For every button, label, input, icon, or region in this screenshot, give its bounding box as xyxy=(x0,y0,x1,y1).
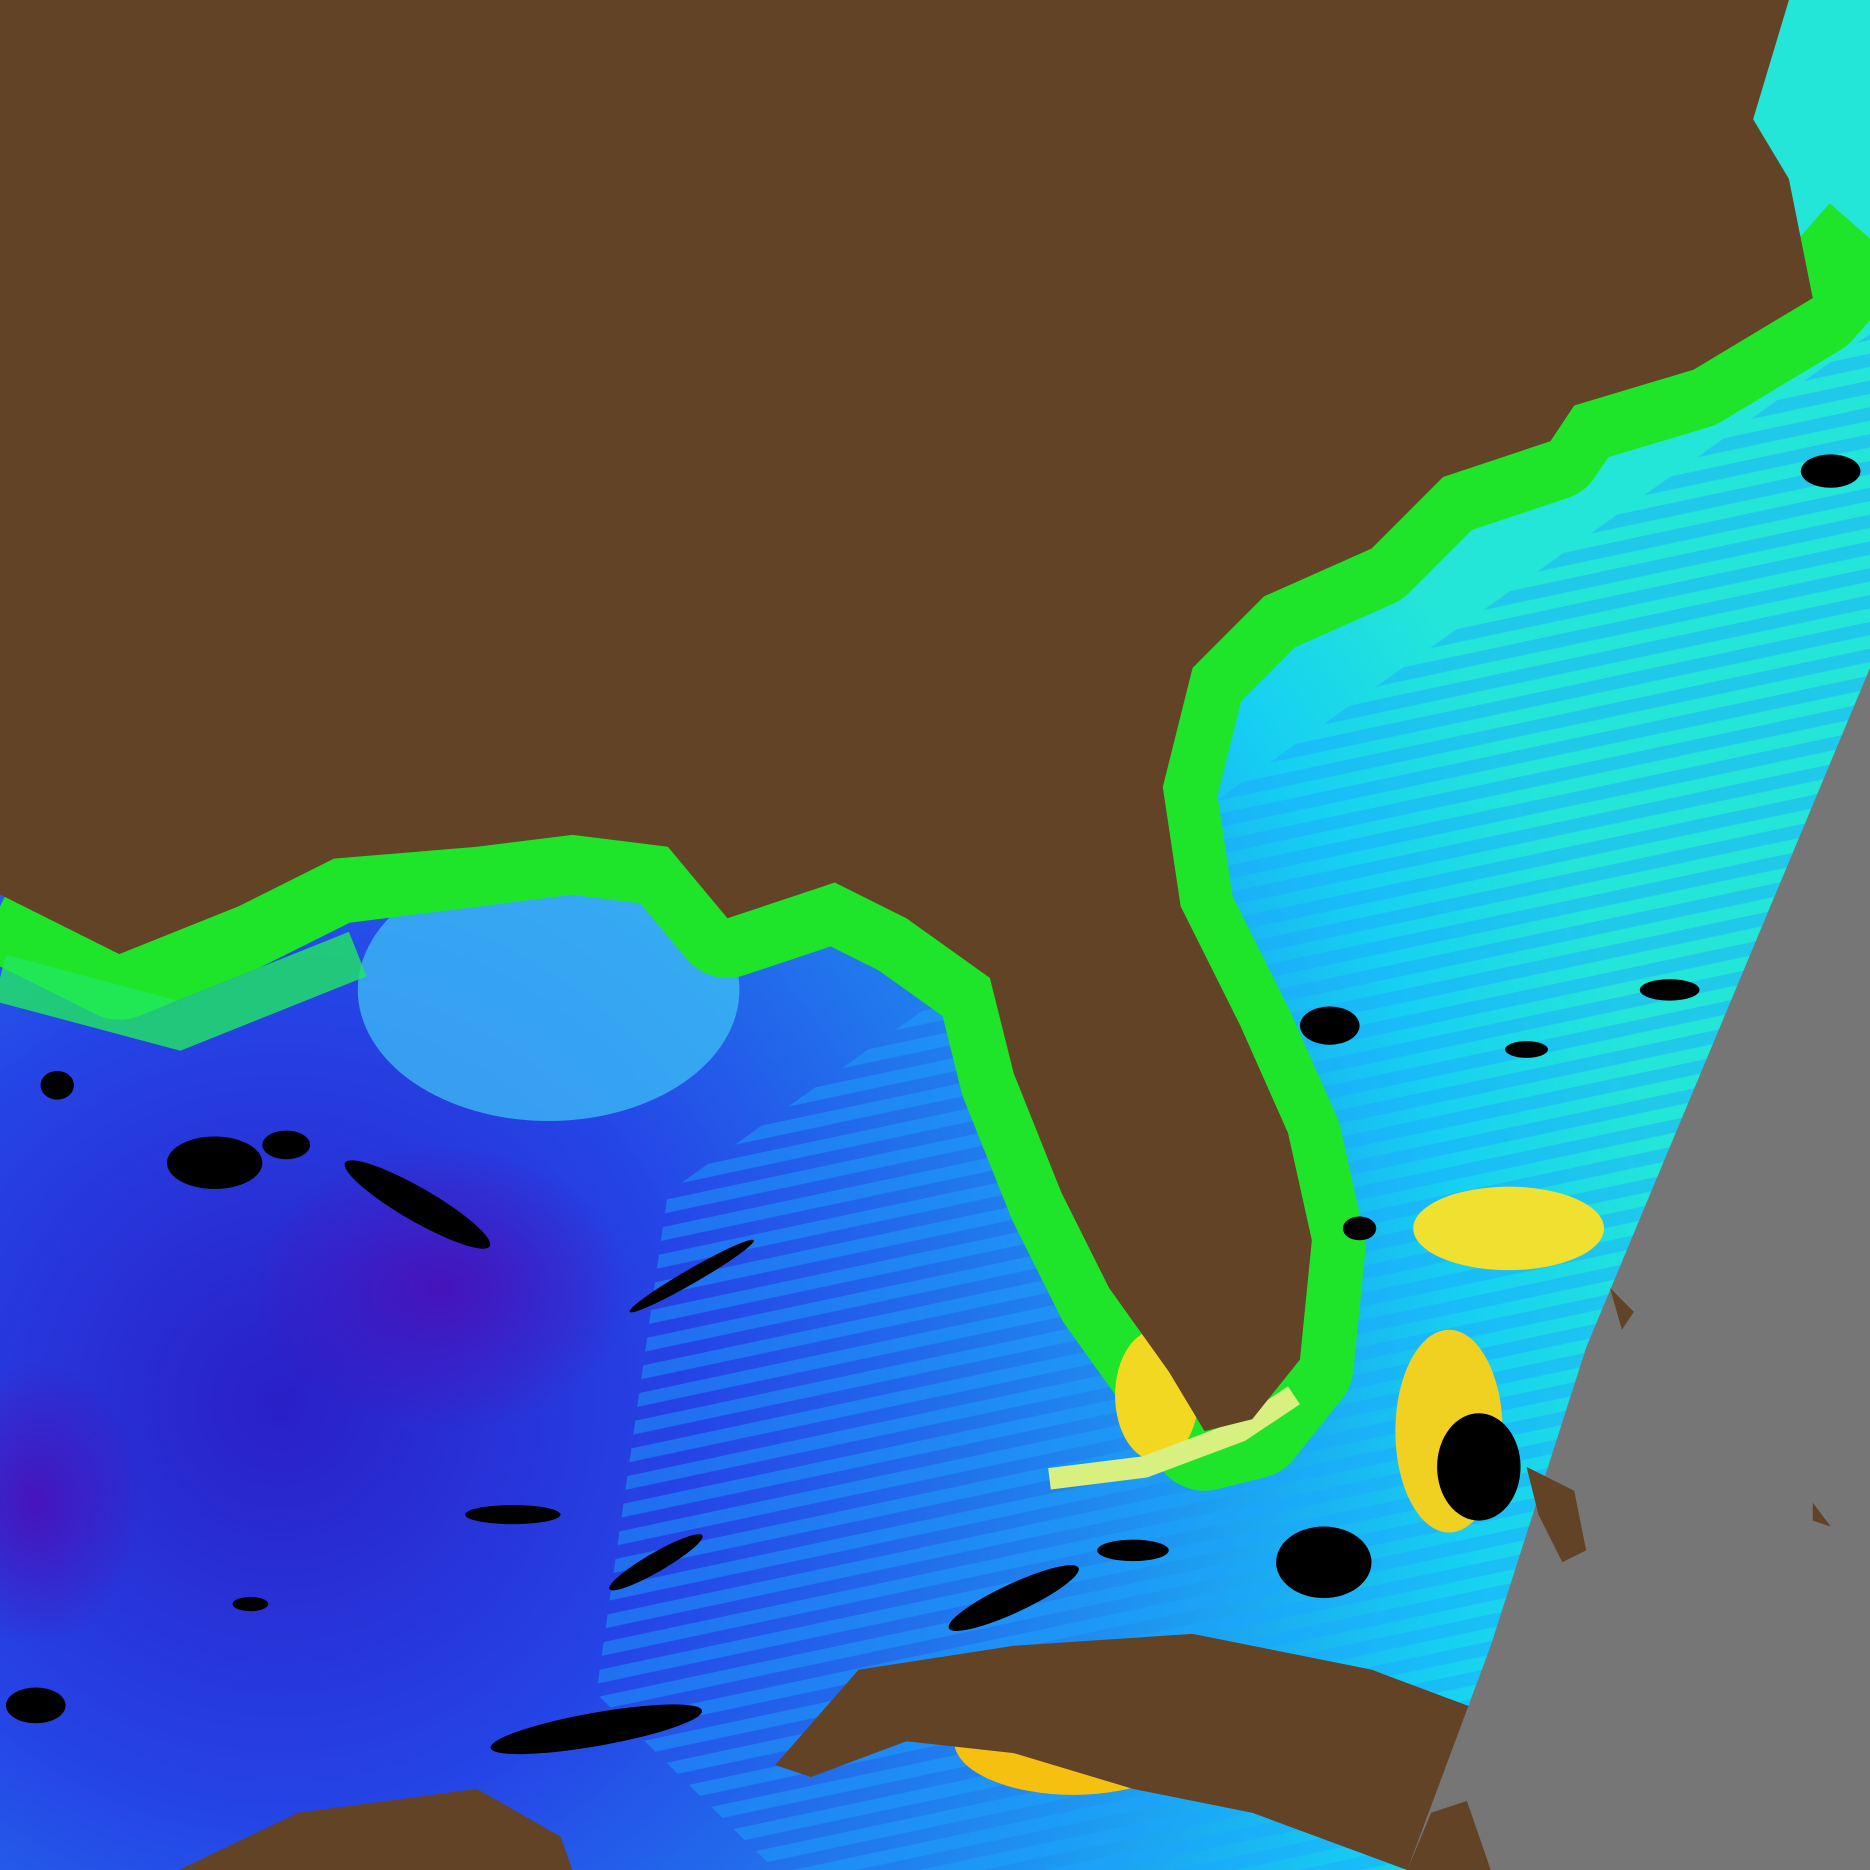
coastal-waters xyxy=(0,203,1870,1795)
clouds xyxy=(5,454,1861,1755)
keys xyxy=(1048,1386,1300,1490)
shallow-water xyxy=(1413,1186,1605,1271)
us-mainland xyxy=(0,0,1813,1432)
yucatan xyxy=(178,1788,573,1870)
deep-water xyxy=(250,1144,633,1432)
coastal-band xyxy=(0,931,367,1051)
deep-water xyxy=(0,1359,144,1646)
loop-current xyxy=(357,858,740,1122)
no-data-swath xyxy=(1407,667,1870,1870)
